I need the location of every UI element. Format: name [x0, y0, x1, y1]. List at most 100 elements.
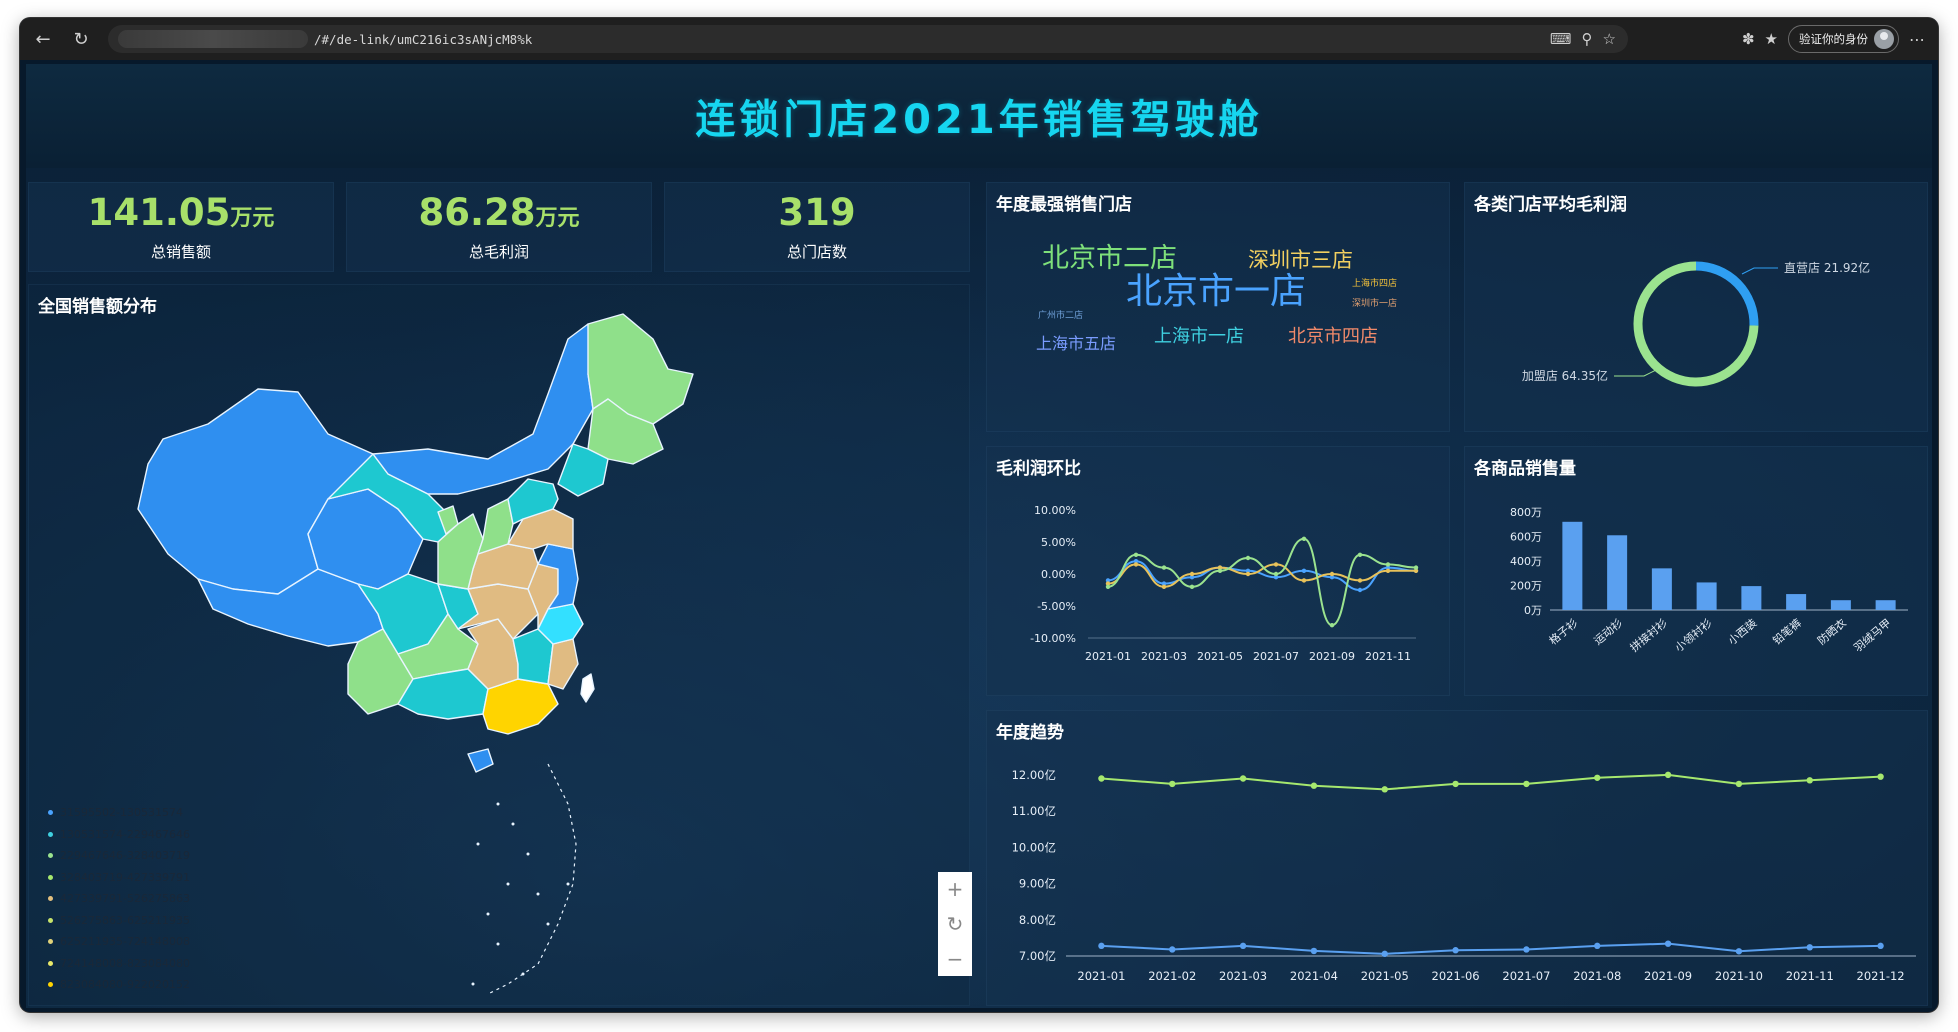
- zoom-in-button[interactable]: +: [946, 877, 964, 902]
- wordcloud-word[interactable]: 上海市一店: [1154, 326, 1244, 347]
- map-legend-item[interactable]: 625211935-724148008: [48, 935, 190, 948]
- profile-button[interactable]: 验证你的身份: [1788, 25, 1899, 53]
- y-tick-label: -5.00%: [1037, 600, 1076, 613]
- y-tick-label: 9.00亿: [1019, 877, 1056, 891]
- legend-dot: [48, 874, 53, 880]
- wordcloud-word[interactable]: 上海市五店: [1036, 334, 1117, 353]
- series-point: [1735, 780, 1743, 788]
- south-china-sea-islands: [471, 802, 570, 986]
- region-heilongjiang: [587, 313, 694, 425]
- series-point: [1385, 565, 1391, 570]
- series-point: [1239, 775, 1247, 782]
- series-point: [1301, 568, 1307, 573]
- x-tick-label: 2021-01: [1077, 969, 1125, 983]
- translate-icon[interactable]: ⌨: [1549, 30, 1572, 48]
- dashboard-header: 连锁门店2021年销售驾驶舱: [26, 64, 1932, 168]
- series-point: [1245, 568, 1251, 573]
- donut-slice[interactable]: [1695, 261, 1759, 326]
- series-point: [1105, 578, 1111, 583]
- page-title: 连锁门店2021年销售驾驶舱: [695, 97, 1263, 143]
- wordcloud-panel: 年度最强销售门店 北京市一店 北京市二店 深圳市三店上海市一店 北京市四店 上海市五店 上…: [986, 182, 1450, 432]
- series-point: [1877, 773, 1884, 780]
- series-point: [1169, 946, 1176, 953]
- series-point: [1310, 947, 1318, 955]
- wordcloud-word[interactable]: 广州市二店: [1038, 311, 1084, 321]
- more-menu-icon[interactable]: ⋯: [1909, 29, 1926, 49]
- series-point: [1357, 552, 1363, 557]
- map-legend-item[interactable]: 724148008-823084080: [48, 957, 190, 970]
- map-legend-item[interactable]: 130531574-229467646: [48, 828, 190, 841]
- series-point: [1452, 947, 1459, 954]
- map-legend-item[interactable]: 427339791-526275863: [48, 892, 190, 905]
- map-legend-item[interactable]: 328403719-427339791: [48, 871, 190, 884]
- x-tick-label: 2021-03: [1141, 650, 1187, 663]
- legend-label: 526275863-625211935: [60, 913, 190, 927]
- wordcloud-word[interactable]: 北京市二店: [1042, 243, 1177, 274]
- wordcloud-word[interactable]: 深圳市一店: [1352, 299, 1398, 309]
- panel-title-map: 全国销售额分布: [38, 297, 157, 317]
- series-point: [1133, 562, 1139, 567]
- donut-slice[interactable]: [1633, 261, 1759, 387]
- bar: [1875, 600, 1896, 610]
- y-tick-label: 0.00%: [1041, 568, 1076, 581]
- bar: [1741, 586, 1762, 610]
- x-tick-label: 2021-12: [1857, 969, 1905, 983]
- zoom-out-button[interactable]: −: [946, 946, 964, 971]
- series-point: [1133, 552, 1139, 557]
- favorites-icon[interactable]: ★: [1764, 30, 1778, 48]
- series-point: [1169, 780, 1176, 788]
- legend-dot: [48, 982, 53, 987]
- series-point: [1452, 780, 1459, 788]
- wordcloud-word[interactable]: 深圳市三店: [1248, 248, 1353, 272]
- reset-view-button[interactable]: ↻: [946, 911, 964, 936]
- wordcloud-word[interactable]: 上海市四店: [1352, 279, 1398, 289]
- map-legend-item[interactable]: 823084080-922020152: [48, 978, 190, 991]
- series-point: [1189, 584, 1195, 589]
- extensions-icon[interactable]: ✽: [1741, 30, 1755, 48]
- x-tick-label: 2021-11: [1365, 650, 1411, 663]
- bar: [1830, 600, 1851, 610]
- series-point: [1161, 584, 1167, 589]
- series-point: [1357, 587, 1363, 593]
- panel-title-wordcloud: 年度最强销售门店: [996, 195, 1132, 215]
- profile-label: 验证你的身份: [1799, 32, 1868, 46]
- legend-dot: [48, 853, 53, 858]
- legend-dot: [48, 917, 53, 923]
- y-tick-label: 0万: [1524, 604, 1542, 617]
- china-map[interactable]: [28, 284, 970, 1006]
- favorite-star-icon[interactable]: ☆: [1602, 30, 1616, 48]
- zoom-icon[interactable]: ⚲: [1581, 30, 1593, 48]
- y-tick-label: 10.00亿: [1012, 840, 1056, 854]
- series-point: [1245, 571, 1251, 577]
- legend-dot: [48, 939, 53, 944]
- wordcloud-word[interactable]: 北京市四店: [1288, 326, 1378, 347]
- map-legend-item[interactable]: 31595502-130531574: [48, 806, 183, 819]
- map-legend-item[interactable]: 526275863-625211935: [48, 914, 190, 927]
- series-point: [1806, 777, 1813, 784]
- back-icon[interactable]: ←: [35, 28, 51, 50]
- browser-window: ← ↻ /#/de-link/umC216ic3sANjcM8%k ⌨ ⚲ ☆ …: [20, 18, 1938, 1012]
- y-tick-label: 800万: [1510, 506, 1542, 519]
- series-point: [1385, 568, 1391, 573]
- region-hainan: [467, 748, 494, 773]
- kpi-store-count: 319 总门店数: [664, 182, 970, 272]
- legend-dot: [48, 831, 53, 837]
- series-point: [1877, 942, 1884, 950]
- reload-icon[interactable]: ↻: [73, 28, 89, 50]
- series-point: [1381, 950, 1388, 958]
- series-point: [1189, 575, 1195, 580]
- region-taiwan: [580, 673, 595, 703]
- legend-label: 823084080-922020152: [60, 978, 190, 991]
- legend-label: 229467646-328403719: [60, 849, 190, 862]
- series-point: [1161, 565, 1167, 570]
- map-legend-item[interactable]: 229467646-328403719: [48, 849, 190, 862]
- trend-line-chart: 12.00亿 11.00亿 10.00亿 9.00亿 8.00亿 7.00亿 2021-01…: [1012, 768, 1916, 983]
- series-line: [1101, 773, 1881, 791]
- x-tick-label: 格子衫: [1546, 616, 1580, 648]
- wordcloud-word[interactable]: 北京市一店: [1126, 271, 1307, 312]
- address-bar[interactable]: /#/de-link/umC216ic3sANjcM8%k ⌨ ⚲ ☆: [108, 25, 1628, 53]
- x-tick-label: 2021-09: [1309, 650, 1355, 663]
- region-hebei: [507, 478, 559, 525]
- bar: [1651, 568, 1672, 610]
